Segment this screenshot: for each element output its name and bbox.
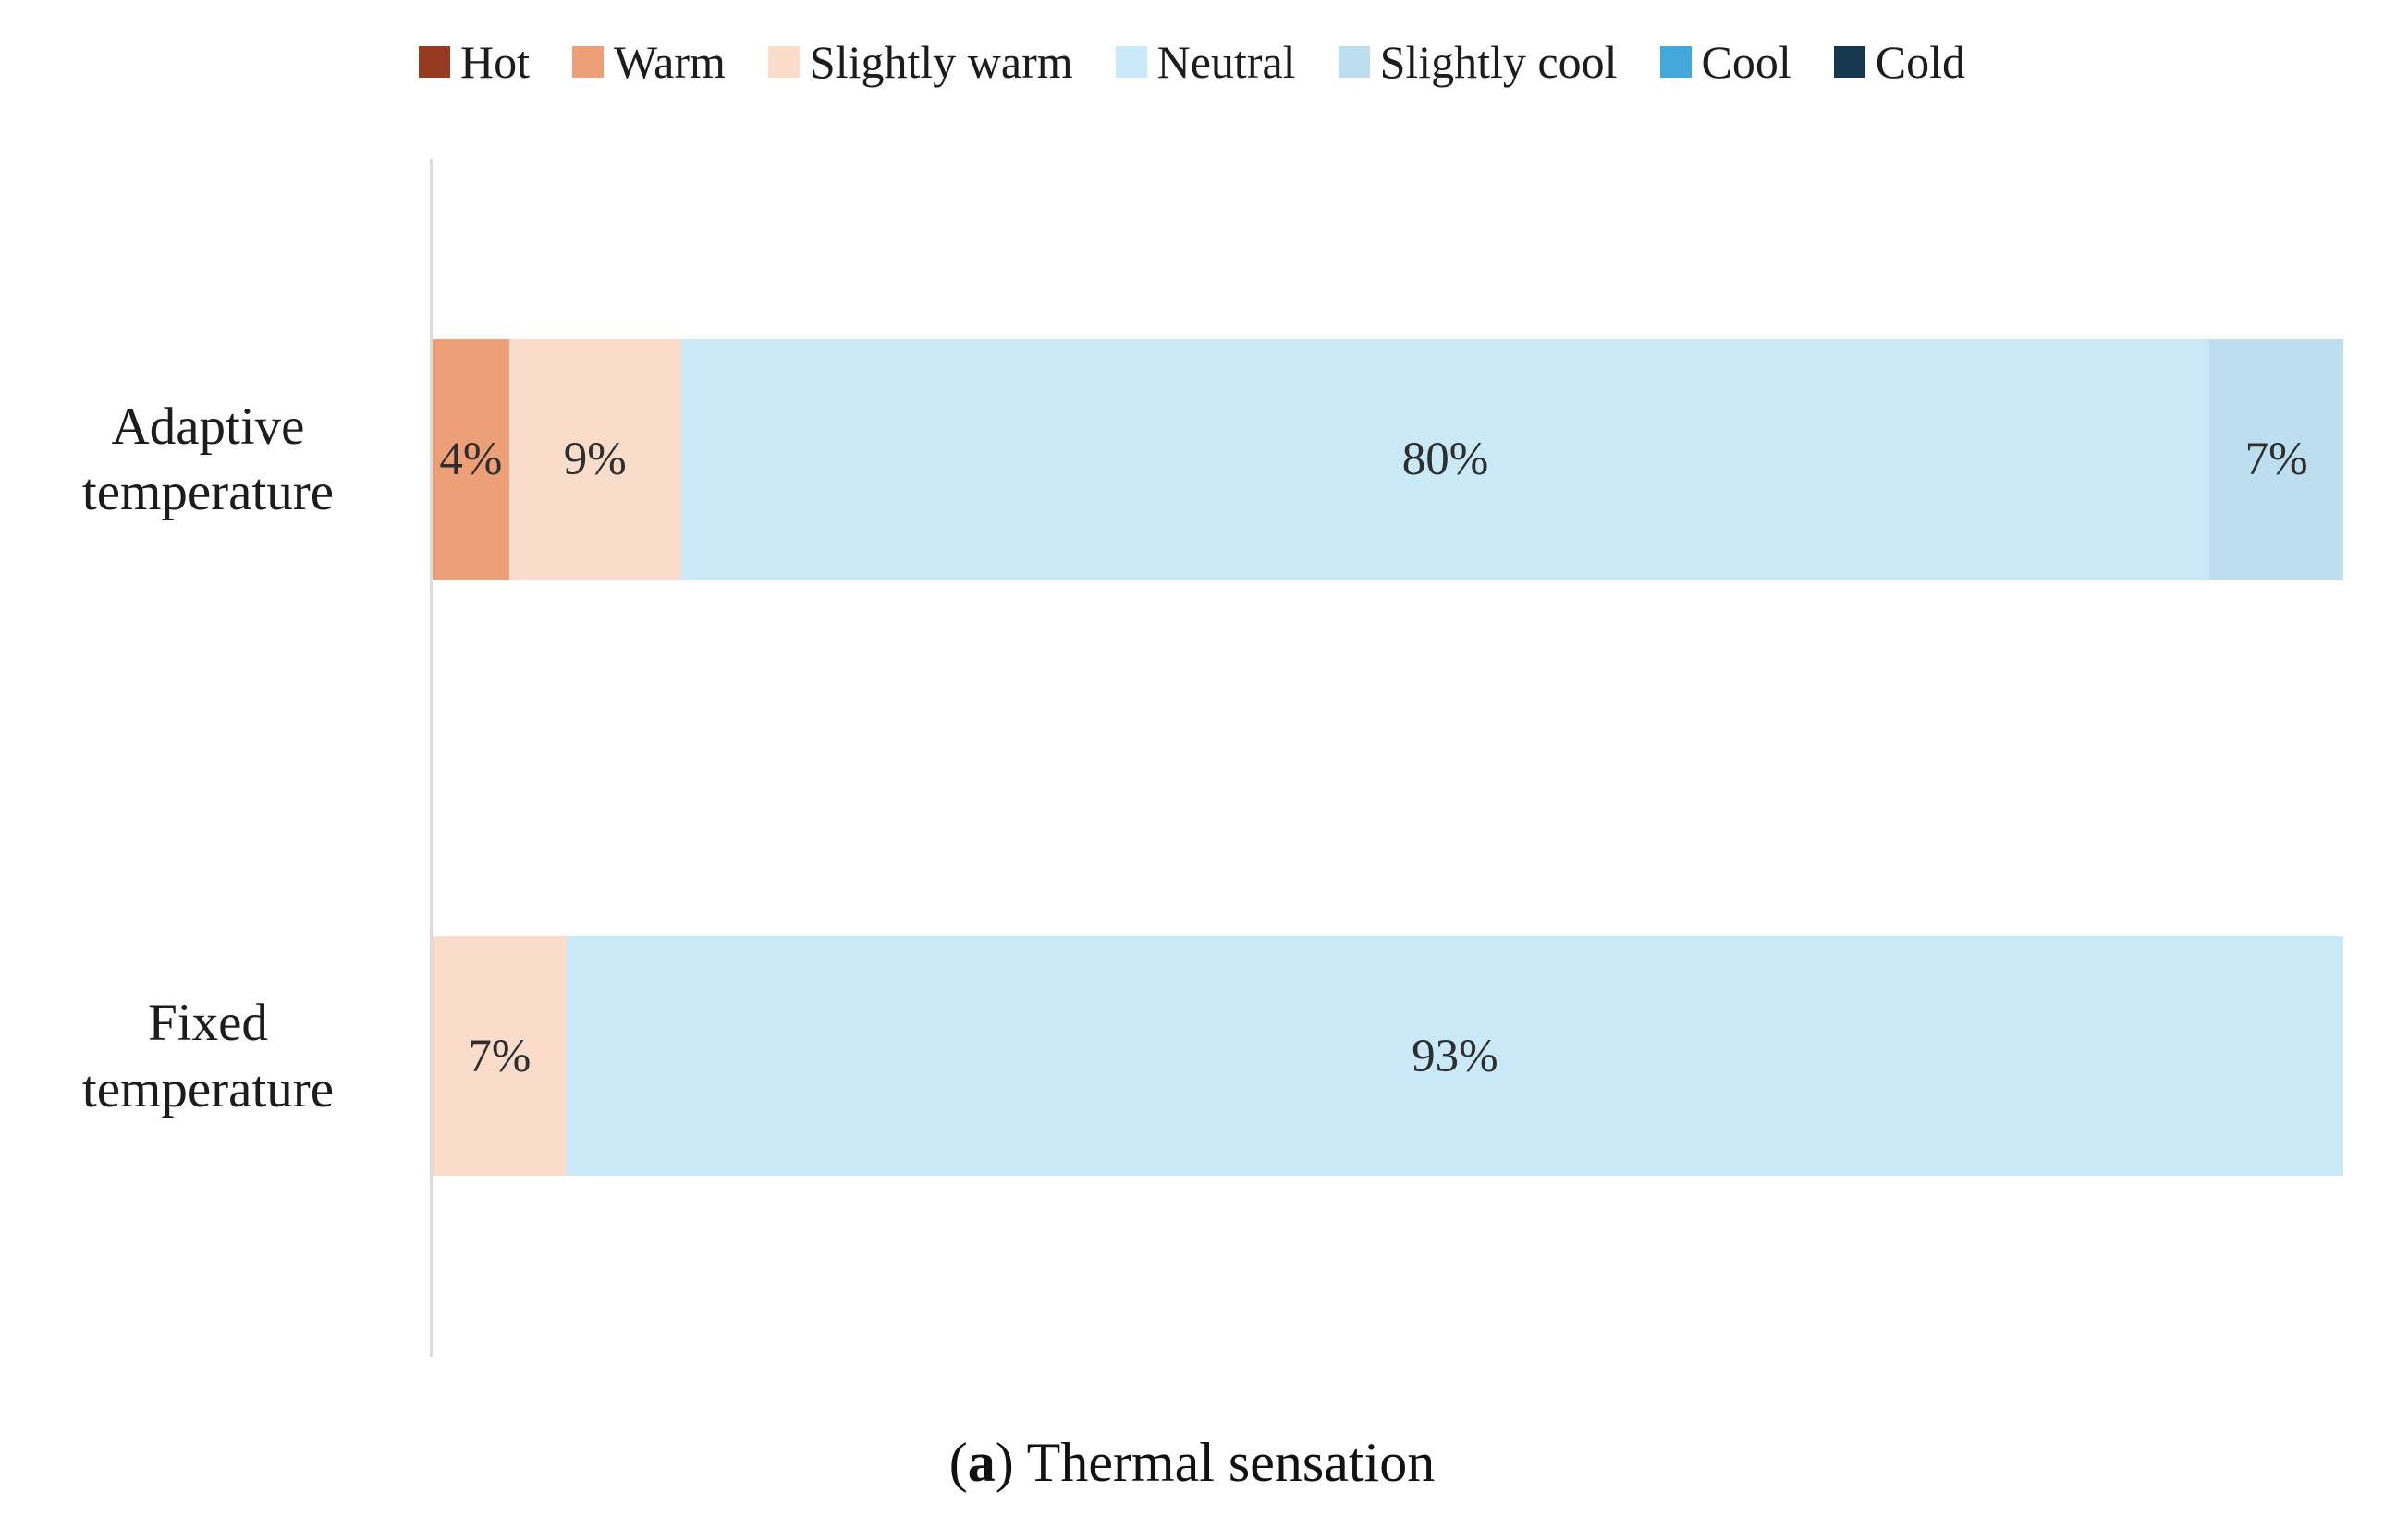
legend-label-warm: Warm bbox=[613, 36, 726, 88]
caption-post: ) Thermal sensation bbox=[995, 1432, 1436, 1493]
legend-label-slightly-warm: Slightly warm bbox=[809, 36, 1073, 88]
legend-item-warm: Warm bbox=[571, 35, 726, 89]
legend-swatch-icon-cool bbox=[1659, 46, 1692, 78]
category-axis-line bbox=[430, 159, 433, 1357]
legend-swatch-icon-cold bbox=[1833, 46, 1865, 78]
legend-label-hot: Hot bbox=[459, 36, 530, 88]
legend-item-slightly-cool: Slightly cool bbox=[1338, 35, 1618, 89]
bar-fixed-temperature: 7% 93% bbox=[433, 936, 2343, 1176]
chart-caption: (a) Thermal sensation bbox=[0, 1431, 2384, 1495]
legend-item-slightly-warm: Slightly warm bbox=[767, 35, 1073, 89]
segment-value-label: 7% bbox=[2244, 434, 2308, 485]
bar-adaptive-temperature: 4% 9% 80% 7% bbox=[433, 339, 2343, 580]
legend-swatch-icon-slightly-cool bbox=[1338, 46, 1370, 78]
chart-legend: Hot Warm Slightly warm Neutral Slightly cool… bbox=[0, 35, 2384, 89]
segment-value-label: 9% bbox=[563, 434, 627, 485]
category-label-fixed-temperature: Fixed temperature bbox=[81, 994, 335, 1118]
legend-swatch-icon-neutral bbox=[1115, 46, 1147, 78]
segment-value-label: 7% bbox=[468, 1030, 532, 1082]
legend-label-neutral: Neutral bbox=[1156, 36, 1296, 88]
category-label-adaptive-temperature: Adaptive temperature bbox=[81, 397, 335, 521]
legend-item-cool: Cool bbox=[1659, 35, 1791, 89]
segment-value-label: 4% bbox=[439, 434, 503, 485]
bar-segment-adaptive-temperature-slightly-cool: 7% bbox=[2209, 339, 2343, 580]
bar-segment-fixed-temperature-neutral: 93% bbox=[566, 936, 2343, 1176]
segment-value-label: 93% bbox=[1412, 1030, 1498, 1082]
legend-item-neutral: Neutral bbox=[1115, 35, 1296, 89]
legend-swatch-icon-hot bbox=[418, 46, 450, 78]
legend-label-cool: Cool bbox=[1701, 36, 1791, 88]
caption-pre: ( bbox=[948, 1432, 968, 1493]
bar-segment-fixed-temperature-slightly-warm: 7% bbox=[433, 936, 567, 1176]
segment-value-label: 80% bbox=[1401, 434, 1489, 485]
bar-segment-adaptive-temperature-neutral: 80% bbox=[680, 339, 2210, 580]
legend-item-hot: Hot bbox=[418, 35, 530, 89]
caption-letter: a bbox=[967, 1432, 996, 1493]
legend-swatch-icon-warm bbox=[571, 46, 604, 78]
legend-label-cold: Cold bbox=[1875, 36, 1966, 88]
legend-swatch-icon-slightly-warm bbox=[767, 46, 800, 78]
bar-segment-adaptive-temperature-warm: 4% bbox=[433, 339, 509, 580]
legend-item-cold: Cold bbox=[1833, 35, 1966, 89]
legend-label-slightly-cool: Slightly cool bbox=[1379, 36, 1618, 88]
bar-segment-adaptive-temperature-slightly-warm: 9% bbox=[508, 339, 681, 580]
